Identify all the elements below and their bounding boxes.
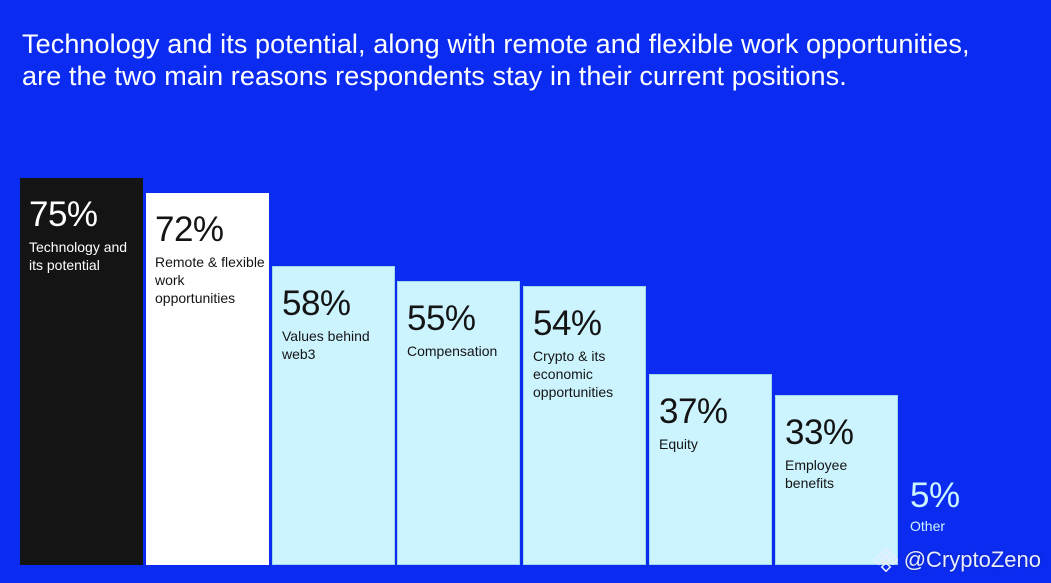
binance-logo-icon [873,548,898,572]
bar-value-label: 75% [29,195,98,234]
watermark: @CryptoZeno [873,547,1041,573]
bar-4: 55% Compensation [397,281,520,565]
chart-title: Technology and its potential, along with… [22,29,970,91]
bar-6: 37% Equity [649,374,772,565]
bar-category-label: Values behind web3 [282,328,370,362]
bar-category-label: Other [910,518,946,534]
bar-value-label: 58% [282,284,351,323]
bar-category-label: Crypto & its economic opportunities [533,348,614,400]
bar-8: 5% Other [901,465,1041,565]
bar-value-label: 5% [910,476,960,515]
bar-category-label: Equity [659,436,698,452]
bar-category-label: Technology and its potential [29,239,128,273]
bar-7: 33% Employee benefits [775,395,898,565]
bar-5: 54% Crypto & its economic opportunities [523,286,646,565]
bar-value-label: 72% [155,210,224,249]
bar-value-label: 33% [785,413,854,452]
bar-category-label: Employee benefits [785,457,848,491]
bar-value-label: 37% [659,392,728,431]
bar-value-label: 54% [533,304,602,343]
bar-category-label: Compensation [407,343,498,359]
watermark-text: @CryptoZeno [903,547,1041,572]
bar-category-label: Remote & flexible work opportunities [155,254,265,306]
bar-1: 75% Technology and its potential [20,178,143,565]
bar-value-label: 55% [407,299,476,338]
bar-2: 72% Remote & flexible work opportunities [146,193,269,565]
bar-3: 58% Values behind web3 [272,266,395,565]
